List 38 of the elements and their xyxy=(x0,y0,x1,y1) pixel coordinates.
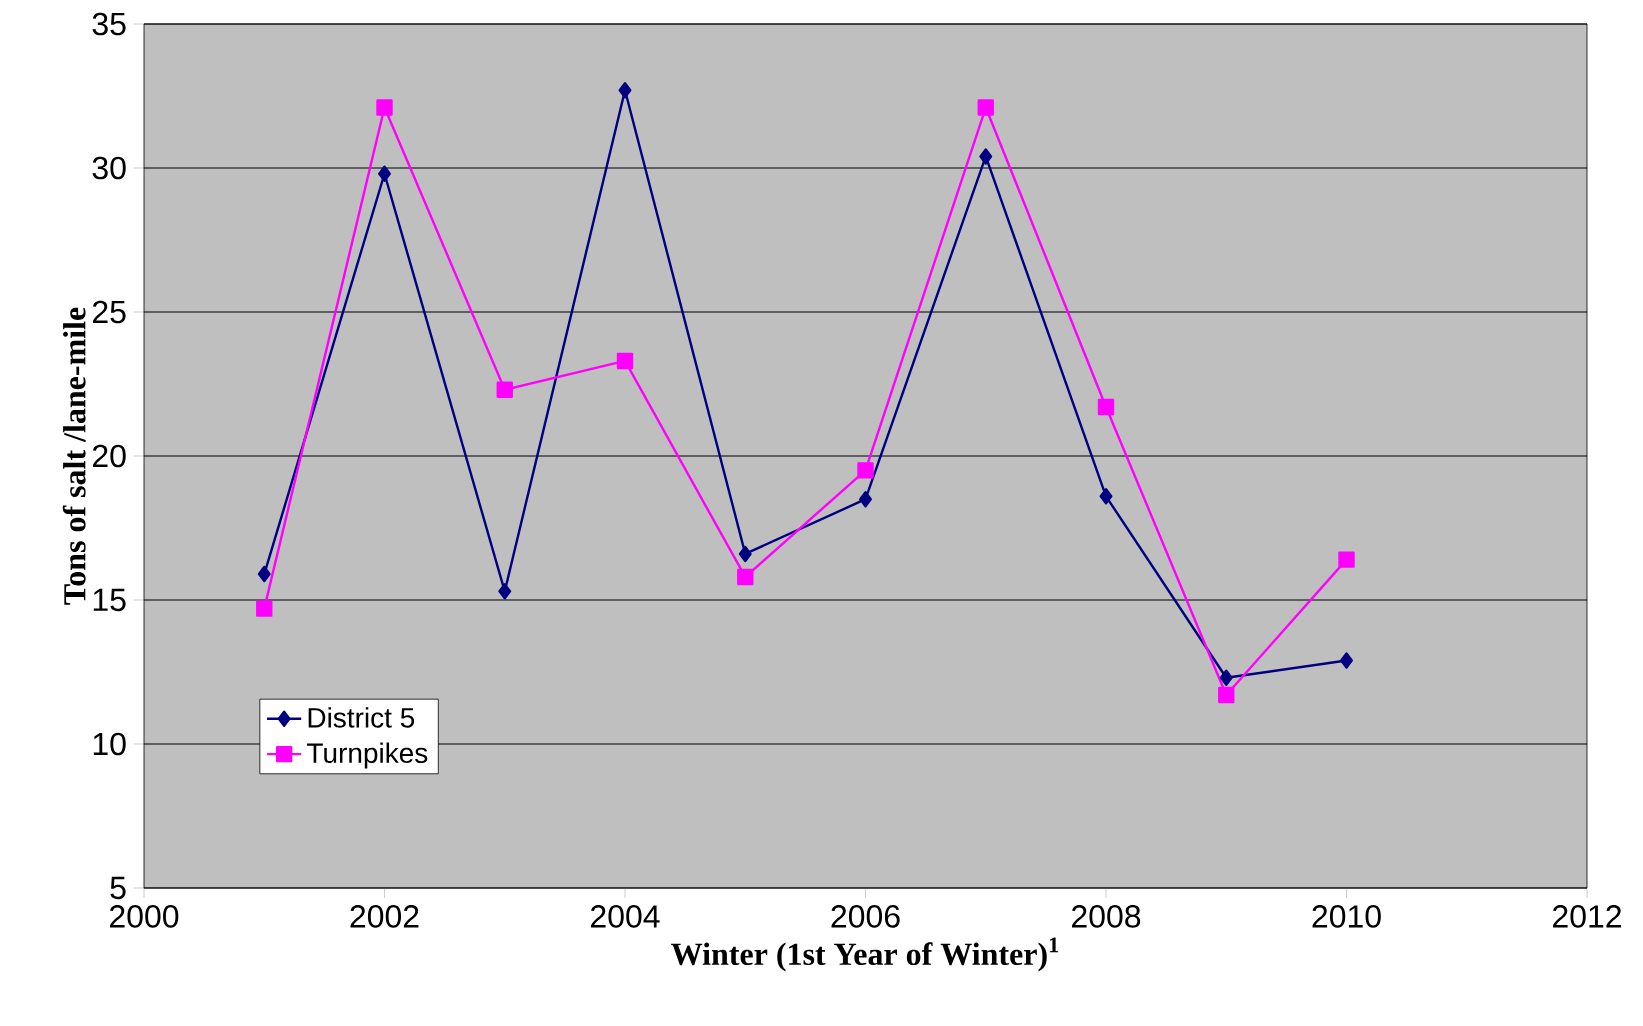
point xyxy=(498,583,512,600)
x-tick-label: 2008 xyxy=(1072,905,1141,928)
y-tick-label: 25 xyxy=(92,300,126,324)
point xyxy=(737,568,754,586)
point xyxy=(378,165,391,182)
y-tick-label: 15 xyxy=(93,588,126,612)
x-tick-label: 2006 xyxy=(831,905,900,928)
x-tick-label: 2012 xyxy=(1553,905,1621,928)
y-tick-label: 10 xyxy=(93,732,126,756)
y-tick-label: 5 xyxy=(110,876,126,900)
point xyxy=(1218,686,1235,704)
point xyxy=(496,381,513,398)
point xyxy=(1099,488,1113,505)
x-tick-label: 2010 xyxy=(1312,905,1381,928)
y-tick-label: 35 xyxy=(92,12,126,36)
point xyxy=(1338,551,1355,568)
legend-label: District 5 xyxy=(308,707,415,728)
point xyxy=(859,490,872,508)
point xyxy=(618,82,632,99)
x-tick-label: 2000 xyxy=(110,905,179,928)
point xyxy=(257,565,271,583)
x-axis-title: Winter (1st Year of Winter)$^{1}$ xyxy=(671,937,1059,972)
point xyxy=(1219,669,1233,686)
point xyxy=(977,99,994,116)
point xyxy=(376,99,393,116)
x-tick-label: 2004 xyxy=(591,905,660,928)
y-tick-label: 30 xyxy=(92,156,126,180)
x-tick-label: 2002 xyxy=(350,905,419,928)
point xyxy=(1097,398,1115,416)
y-tick-label: 20 xyxy=(92,444,126,468)
point xyxy=(857,462,874,479)
point xyxy=(1340,652,1353,669)
point xyxy=(979,148,993,165)
point xyxy=(738,545,752,563)
point xyxy=(256,600,273,617)
y-axis-title: Tons of salt /lane-mile xyxy=(62,307,86,605)
legend-label: Turnpikes xyxy=(307,742,428,769)
point xyxy=(616,352,634,370)
